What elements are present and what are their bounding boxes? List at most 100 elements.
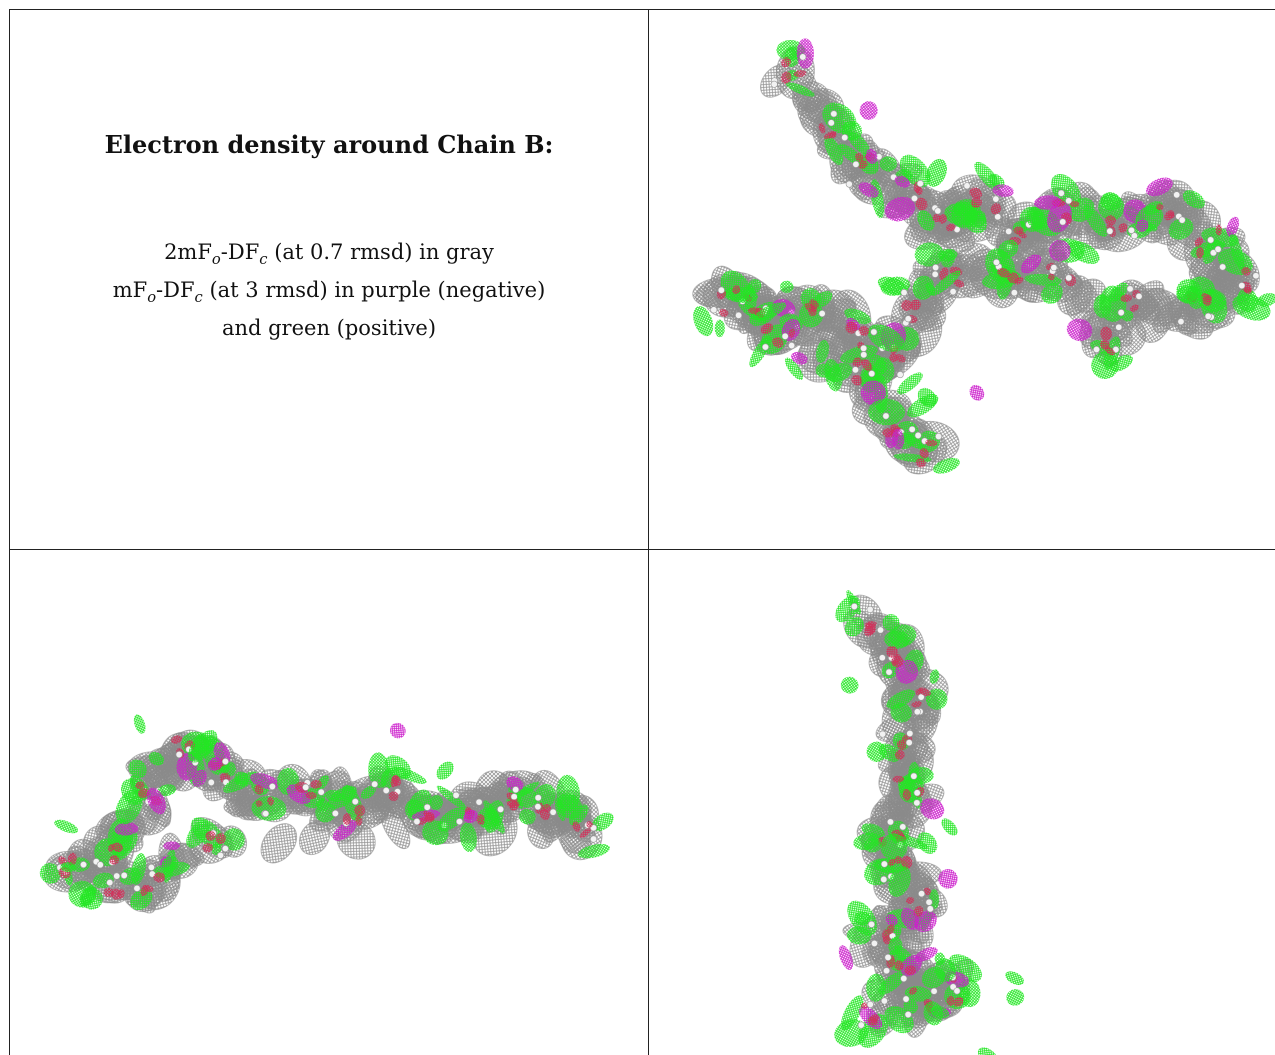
hydrogen-atom xyxy=(880,875,888,883)
hydrogen-atom xyxy=(908,425,916,433)
hydrogen-atom xyxy=(735,311,743,319)
positive-density-blob xyxy=(128,759,147,779)
positive-density-blob xyxy=(844,308,871,325)
oxygen-atom xyxy=(891,655,904,668)
isolated-density-peak xyxy=(1034,195,1061,210)
isolated-density-peak xyxy=(60,862,76,873)
negative-density-blob xyxy=(1226,216,1240,237)
hydrogen-atom xyxy=(913,799,921,807)
hydrogen-atom xyxy=(818,310,826,318)
oxygen-atom xyxy=(868,1016,878,1026)
oxygen-atom xyxy=(719,308,729,317)
isolated-density-peak xyxy=(784,357,804,380)
positive-density-blob xyxy=(925,688,948,710)
hydrogen-atom xyxy=(799,53,807,61)
hydrogen-atom xyxy=(1126,285,1134,293)
positive-density-blob xyxy=(866,973,886,1002)
hydrogen-atom xyxy=(1065,274,1073,282)
positive-density-blob xyxy=(1093,294,1112,318)
positive-density-blob xyxy=(780,280,794,293)
hydrogen-atom xyxy=(788,342,796,350)
isolated-density-peak xyxy=(192,769,207,788)
hydrogen-atom xyxy=(850,602,858,610)
oxygen-atom xyxy=(109,855,120,865)
hydrogen-atom xyxy=(880,860,888,868)
positive-density-blob xyxy=(912,275,935,300)
hydrogen-atom xyxy=(1005,227,1013,235)
isolated-density-peak xyxy=(54,819,79,834)
negative-density-blob xyxy=(796,38,814,69)
positive-density-blob xyxy=(846,926,872,945)
hydrogen-atom xyxy=(884,953,892,961)
legend-title: Electron density around Chain B: xyxy=(104,130,554,159)
hydrogen-atom xyxy=(1209,249,1217,257)
oxygen-atom xyxy=(969,187,983,199)
positive-density-blob xyxy=(693,306,714,337)
hydrogen-atom xyxy=(902,995,910,1003)
positive-density-blob xyxy=(517,787,538,808)
oxygen-atom xyxy=(579,828,591,839)
oxygen-atom xyxy=(858,325,870,336)
oxygen-atom xyxy=(888,858,896,867)
oxygen-atom xyxy=(1104,346,1115,356)
positive-density-blob xyxy=(1083,205,1108,238)
positive-density-blob xyxy=(556,793,583,819)
hydrogen-atom xyxy=(992,195,1000,203)
negative-density-blob xyxy=(1047,201,1072,233)
legend-cell: Electron density around Chain B: 2mFo-DF… xyxy=(10,10,648,549)
hydrogen-atom xyxy=(885,668,893,676)
legend-line-2fo: 2mFo-DFc (at 0.7 rmsd) in gray xyxy=(164,240,494,269)
isolated-density-peak xyxy=(969,384,985,401)
oxygen-atom xyxy=(215,833,226,845)
isolated-density-peak xyxy=(208,756,222,772)
oxygen-atom xyxy=(310,779,322,789)
oxygen-atom xyxy=(388,791,399,802)
oxygen-atom xyxy=(901,300,912,312)
oxygen-atom xyxy=(855,152,864,163)
oxygen-atom xyxy=(990,203,1002,215)
oxygen-atom xyxy=(732,285,741,295)
positive-density-blob xyxy=(591,812,614,832)
hydrogen-atom xyxy=(351,798,359,806)
negative-density-blob xyxy=(114,822,139,836)
oxygen-atom xyxy=(1007,272,1020,284)
oxygen-atom xyxy=(1194,237,1203,247)
positive-density-blob xyxy=(577,843,610,859)
hydrogen-atom xyxy=(900,975,908,983)
positive-density-blob xyxy=(868,398,906,426)
hydrogen-atom xyxy=(1059,218,1067,226)
positive-density-blob xyxy=(119,867,141,885)
hydrogen-atom xyxy=(113,872,121,880)
isolated-density-peak xyxy=(815,363,832,378)
oxygen-atom xyxy=(865,622,877,634)
oxygen-atom xyxy=(1118,223,1128,233)
positive-density-blob xyxy=(39,863,61,884)
isolated-density-peak xyxy=(1006,989,1025,1006)
hydrogen-atom xyxy=(963,182,971,190)
hydrogen-atom xyxy=(147,863,155,871)
isolated-density-peak xyxy=(977,1047,998,1055)
oxygen-atom xyxy=(1156,203,1164,211)
negative-density-blob xyxy=(884,196,916,222)
hydrogen-atom xyxy=(913,708,921,716)
hydrogen-atom xyxy=(1204,312,1212,320)
oxygen-atom xyxy=(1241,266,1251,276)
hydrogen-atom xyxy=(382,787,390,795)
oxygen-atom xyxy=(1120,294,1133,302)
positive-density-blob xyxy=(931,270,961,296)
oxygen-atom xyxy=(1167,211,1175,219)
positive-density-blob xyxy=(754,302,787,321)
hydrogen-atom xyxy=(932,264,940,272)
oxygen-atom xyxy=(793,70,807,78)
positive-density-blob xyxy=(1182,190,1205,209)
negative-density-blob xyxy=(920,798,945,820)
positive-density-blob xyxy=(877,276,908,296)
hydrogen-atom xyxy=(878,654,886,662)
oxygen-atom xyxy=(858,160,868,170)
oxygen-atom xyxy=(997,268,1010,278)
oxygen-atom xyxy=(895,354,906,363)
oxygen-atom xyxy=(267,796,274,806)
hydrogen-atom xyxy=(926,905,934,913)
negative-density-blob xyxy=(891,428,905,450)
hydrogen-atom xyxy=(870,328,878,336)
